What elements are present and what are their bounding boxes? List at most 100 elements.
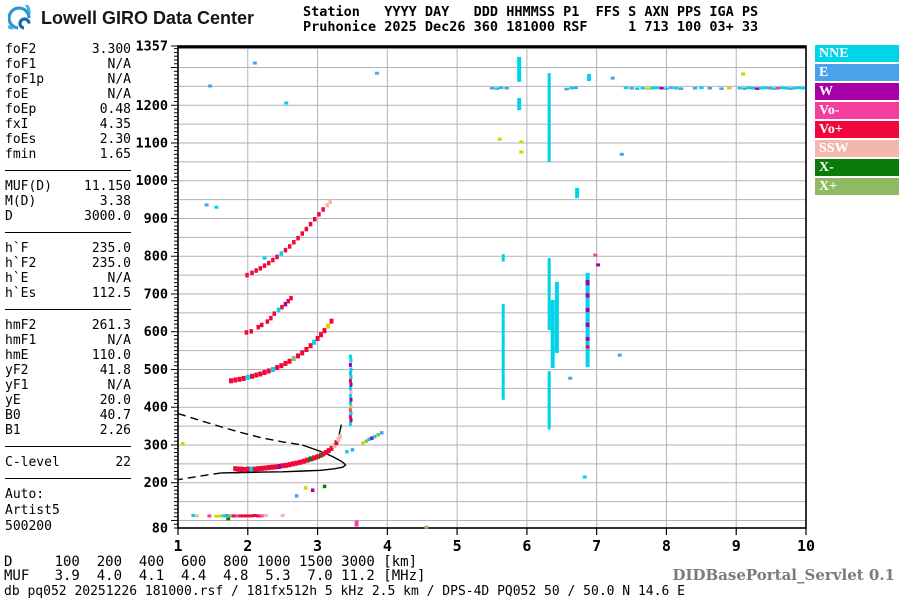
- param-value: 20.0: [99, 393, 131, 408]
- param-value: 235.0: [91, 256, 131, 271]
- param-value: 235.0: [91, 241, 131, 256]
- param-value: 0.48: [99, 102, 131, 117]
- param-hf2: h`F2 235.0: [5, 256, 131, 271]
- legend-item-vo-: Vo-: [815, 102, 899, 119]
- muf-row: MUF 3.9 4.0 4.1 4.4 4.8 5.3 7.0 11.2 [MH…: [4, 568, 426, 584]
- echoes-noise-band-1245km: [489, 86, 806, 91]
- legend-item-w: W: [815, 83, 899, 100]
- param-hmf2: hmF2 261.3: [5, 318, 131, 333]
- station-header: Station YYYY DAY DDD HHMMSS P1 FFS S AXN…: [303, 5, 758, 35]
- param-label: h`E: [5, 271, 29, 286]
- param-value: 40.7: [99, 408, 131, 423]
- autoscaling-info-line: 500200: [5, 519, 52, 534]
- param-clevel: C-level 22: [5, 455, 131, 470]
- param-hmf1: hmF1 N/A: [5, 333, 131, 348]
- param-value: 1.65: [99, 147, 131, 162]
- param-fmin: fmin 1.65: [5, 147, 131, 162]
- param-label: foEp: [5, 102, 37, 117]
- param-value: N/A: [107, 87, 131, 102]
- legend-item-nne: NNE: [815, 45, 899, 62]
- param-value: 3000.0: [84, 209, 131, 224]
- grid: [178, 46, 806, 528]
- panel-divider: [5, 170, 131, 171]
- x-tick-label: 6: [522, 537, 531, 555]
- param-label: foEs: [5, 132, 37, 147]
- param-fof1p: foF1p N/A: [5, 72, 131, 87]
- param-value: 2.26: [99, 423, 131, 438]
- param-value: 3.38: [99, 194, 131, 209]
- y-tick-label: 700: [144, 286, 168, 302]
- param-value: 3.300: [91, 42, 131, 57]
- param-foe: foE N/A: [5, 87, 131, 102]
- param-label: B1: [5, 423, 21, 438]
- param-value: N/A: [107, 57, 131, 72]
- echoes-spread-column-3p5mhz: [348, 354, 353, 426]
- param-ye: yE 20.0: [5, 393, 131, 408]
- panel-divider: [5, 478, 131, 479]
- echo-direction-legend: NNE E W Vo- Vo+ SSW X- X+: [815, 45, 899, 197]
- autoscaling-info-line: Artist5: [5, 503, 60, 518]
- panel-divider: [5, 309, 131, 310]
- legend-item-e: E: [815, 64, 899, 81]
- x-tick-label: 9: [732, 537, 741, 555]
- station-header-line1: Station YYYY DAY DDD HHMMSS P1 FFS S AXN…: [303, 4, 759, 20]
- legend-item-vo+: Vo+: [815, 121, 899, 138]
- param-b1: B1 2.26: [5, 423, 131, 438]
- param-value: 4.35: [99, 117, 131, 132]
- y-tick-label: 800: [144, 249, 168, 265]
- param-label: hmF1: [5, 333, 37, 348]
- param-foes: foEs 2.30: [5, 132, 131, 147]
- y-tick-label: 80: [152, 521, 168, 537]
- param-fof1: foF1 N/A: [5, 57, 131, 72]
- param-label: foF2: [5, 42, 37, 57]
- x-tick-label: 3: [313, 537, 322, 555]
- servlet-version-label: DIDBasePortal_Servlet 0.1: [672, 566, 895, 584]
- param-value: N/A: [107, 271, 131, 286]
- echoes-es-trace: [191, 514, 429, 529]
- y-tick-label: 1357: [135, 39, 168, 55]
- x-tick-label: 5: [453, 537, 462, 555]
- param-value: 112.5: [91, 286, 131, 301]
- dotted-echo-columns: [501, 73, 551, 430]
- panel-divider: [5, 446, 131, 447]
- echoes-off-vertical-cluster: [181, 431, 384, 498]
- y-tick-label: 600: [144, 324, 168, 340]
- y-tick-label: 1100: [135, 136, 168, 152]
- echoes-mid-hop-scatter: [244, 295, 293, 335]
- echoes-f-trace-3hop: [245, 199, 332, 278]
- autoscaling-info-line: Auto:: [5, 487, 45, 502]
- muf-dashed-upper: [177, 412, 303, 446]
- station-header-line2: Pruhonice 2025 Dec26 360 181000 RSF 1 71…: [303, 19, 759, 35]
- param-value: 110.0: [91, 348, 131, 363]
- param-label: foF1: [5, 57, 37, 72]
- param-yf2: yF2 41.8: [5, 363, 131, 378]
- param-value: N/A: [107, 72, 131, 87]
- param-mufd: MUF(D) 11.150: [5, 179, 131, 194]
- echoes-f-trace-2hop: [229, 318, 334, 384]
- param-value: 261.3: [91, 318, 131, 333]
- param-label: hmE: [5, 348, 29, 363]
- param-value: 22: [115, 455, 131, 470]
- y-tick-label: 400: [144, 400, 168, 416]
- x-axis: 1 2 3 4 5 6 7 8 9 10: [173, 528, 815, 555]
- x-tick-label: 10: [797, 537, 815, 555]
- param-label: h`Es: [5, 286, 37, 301]
- param-value: N/A: [107, 333, 131, 348]
- param-label: fmin: [5, 147, 37, 162]
- giro-logo: Lowell GIRO Data Center: [8, 5, 254, 31]
- panel-divider: [5, 232, 131, 233]
- param-label: foE: [5, 87, 29, 102]
- param-label: M(D): [5, 194, 37, 209]
- parameter-panel: foF2 3.300 foF1 N/A foF1p N/A foE N/A foEp 0.48 fx…: [5, 42, 131, 535]
- param-d: D 3000.0: [5, 209, 131, 224]
- param-value: 41.8: [99, 363, 131, 378]
- param-value: N/A: [107, 378, 131, 393]
- param-yf1: yF1 N/A: [5, 378, 131, 393]
- param-label: yE: [5, 393, 21, 408]
- param-label: h`F2: [5, 256, 37, 271]
- x-tick-label: 2: [243, 537, 252, 555]
- param-label: h`F: [5, 241, 29, 256]
- param-hf: h`F 235.0: [5, 241, 131, 256]
